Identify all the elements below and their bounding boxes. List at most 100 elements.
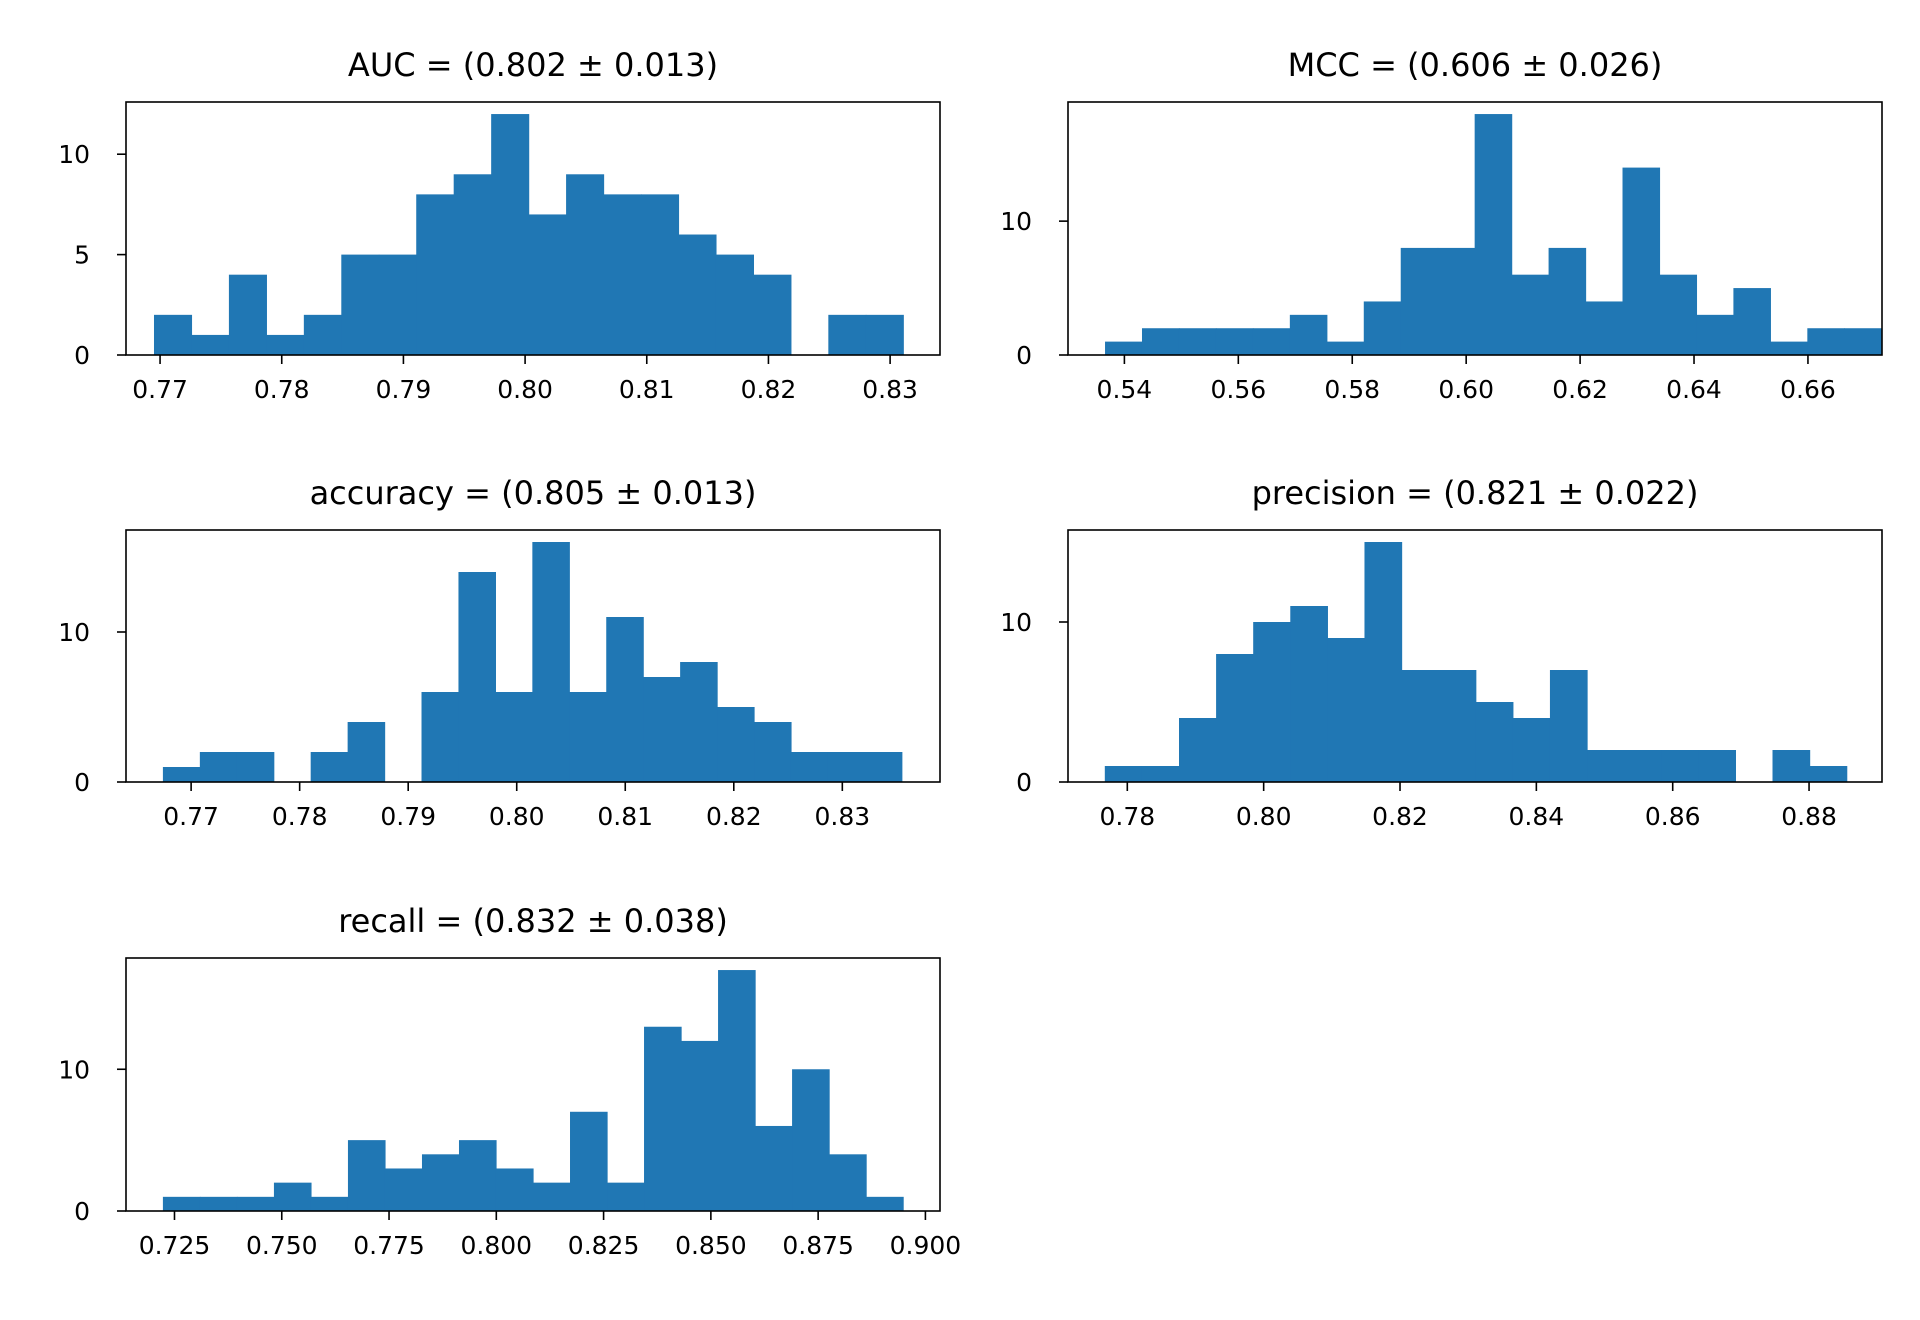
- histogram-bar: [384, 1168, 423, 1211]
- histogram-bar: [643, 677, 681, 782]
- histogram-bar: [1696, 314, 1734, 355]
- histogram-bar: [236, 1196, 275, 1211]
- y-tick-label: 10: [58, 140, 90, 169]
- x-tick-label: 0.750: [246, 1231, 318, 1260]
- histogram-bar: [1327, 638, 1366, 782]
- histogram-bar: [310, 752, 349, 782]
- histogram-bar: [755, 1125, 793, 1211]
- histogram-bar: [199, 752, 238, 782]
- x-tick-label: 0.80: [497, 375, 553, 404]
- x-tick-label: 0.79: [380, 802, 436, 831]
- histogram-bar: [495, 692, 533, 782]
- histogram-bar: [266, 334, 305, 355]
- histogram-bar: [453, 174, 492, 355]
- histogram-bar: [1511, 274, 1550, 355]
- x-tick-label: 0.825: [568, 1231, 640, 1260]
- histogram-bar: [236, 752, 275, 782]
- histogram-bar: [533, 1182, 571, 1211]
- x-tick-label: 0.79: [376, 375, 432, 404]
- histogram-bar: [1289, 314, 1328, 355]
- histogram-bar: [1141, 766, 1180, 782]
- histogram-bar: [1179, 718, 1217, 782]
- histogram-bar: [378, 254, 417, 355]
- histogram-bar: [569, 692, 607, 782]
- histogram-bar: [1215, 328, 1254, 355]
- x-tick-label: 0.88: [1781, 802, 1837, 831]
- histogram-bar: [1698, 750, 1736, 782]
- histogram-bar: [347, 722, 386, 782]
- histogram-bar: [1401, 670, 1440, 782]
- x-tick-label: 0.850: [675, 1231, 747, 1260]
- histogram-bar: [866, 1196, 904, 1211]
- histogram-bar: [753, 274, 792, 355]
- histogram-bar: [1549, 670, 1588, 782]
- histogram-bar: [1548, 247, 1587, 355]
- x-tick-label: 0.62: [1552, 375, 1608, 404]
- histogram-bar: [310, 1196, 349, 1211]
- histogram-bar: [715, 254, 754, 355]
- histogram-bar: [566, 174, 605, 355]
- histogram-bar: [153, 314, 193, 355]
- histogram-bar: [1216, 654, 1254, 782]
- histogram-bar: [528, 214, 567, 355]
- histogram-bar: [1772, 750, 1811, 782]
- axes-frame: [125, 101, 941, 356]
- histogram-bar: [1733, 288, 1771, 355]
- histogram-bar: [495, 1168, 534, 1211]
- histogram-bar: [421, 1154, 460, 1211]
- histogram-bar: [303, 314, 342, 355]
- histogram-panel-3: 0.77 0.78 0.79 0.80 0.81 0.82 0.83 0 10 accuracy …: [58, 474, 941, 831]
- x-tick-label: 0.82: [1372, 802, 1428, 831]
- histogram-bar: [1363, 301, 1402, 355]
- axes-frame: [125, 957, 941, 1212]
- histogram-bar: [1364, 542, 1403, 782]
- x-tick-label: 0.77: [163, 802, 219, 831]
- y-tick-label: 0: [1016, 341, 1032, 370]
- histogram-bar: [827, 752, 866, 782]
- histogram-bar: [570, 1111, 608, 1211]
- histogram-bar: [606, 617, 644, 782]
- chart-title: MCC = (0.606 ± 0.026): [1288, 46, 1663, 84]
- x-tick-label: 0.725: [139, 1231, 211, 1260]
- y-tick-label: 0: [1016, 768, 1032, 797]
- histogram-bar: [1770, 341, 1808, 355]
- histogram-bar: [828, 314, 867, 355]
- histogram-bar: [829, 1154, 867, 1211]
- histogram-bar: [717, 707, 755, 782]
- histogram-bar: [1141, 328, 1180, 355]
- histogram-bar: [1475, 702, 1514, 782]
- histogram-bar: [1624, 750, 1662, 782]
- x-tick-label: 0.81: [597, 802, 653, 831]
- x-tick-label: 0.84: [1509, 802, 1565, 831]
- histogram-bar: [1474, 114, 1513, 355]
- x-tick-label: 0.80: [489, 802, 545, 831]
- x-tick-label: 0.54: [1097, 375, 1153, 404]
- histogram-bar: [421, 692, 460, 782]
- x-tick-label: 0.83: [862, 375, 918, 404]
- histogram-bar: [273, 1182, 312, 1211]
- histogram-bar: [1105, 341, 1143, 355]
- chart-title: precision = (0.821 ± 0.022): [1252, 474, 1699, 512]
- histogram-bar: [603, 194, 642, 355]
- y-tick-label: 5: [74, 241, 90, 270]
- histogram-bar: [607, 1182, 645, 1211]
- histogram-bar: [865, 314, 904, 355]
- histogram-bar: [1844, 328, 1882, 355]
- histogram-bar: [1252, 328, 1291, 355]
- histogram-bar: [1178, 328, 1217, 355]
- x-tick-label: 0.86: [1645, 802, 1701, 831]
- histogram-bar: [532, 542, 570, 782]
- y-tick-label: 10: [58, 1055, 90, 1084]
- x-tick-label: 0.83: [814, 802, 870, 831]
- histogram-bar: [1326, 341, 1365, 355]
- y-tick-label: 10: [58, 618, 90, 647]
- histogram-bar: [458, 572, 496, 782]
- chart-title: recall = (0.832 ± 0.038): [338, 902, 728, 940]
- histogram-bar: [191, 334, 230, 355]
- y-tick-label: 10: [1000, 608, 1032, 637]
- histogram-bar: [1807, 328, 1845, 355]
- histogram-bar: [1585, 301, 1624, 355]
- x-tick-label: 0.80: [1236, 802, 1292, 831]
